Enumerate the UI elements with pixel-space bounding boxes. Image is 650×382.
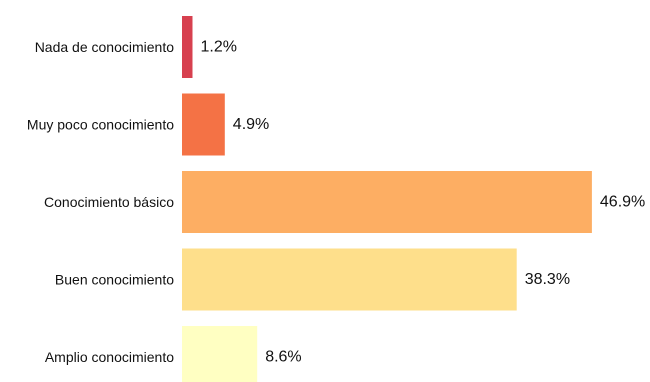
- category-label-muy-poco-conocimiento: Muy poco conocimiento: [27, 117, 174, 133]
- category-label-nada-de-conocimiento: Nada de conocimiento: [35, 39, 175, 55]
- value-label-nada-de-conocimiento: 1.2%: [201, 39, 237, 56]
- value-label-buen-conocimiento: 38.3%: [525, 271, 570, 288]
- category-label-conocimiento-basico: Conocimiento básico: [44, 194, 174, 210]
- bar-muy-poco-conocimiento: [182, 93, 225, 156]
- bars-layer: [182, 16, 592, 382]
- category-labels-layer: Nada de conocimiento Muy poco conocimient…: [27, 39, 174, 365]
- value-label-conocimiento-basico: 46.9%: [600, 194, 645, 211]
- value-label-muy-poco-conocimiento: 4.9%: [233, 116, 269, 133]
- value-label-amplio-conocimiento: 8.6%: [265, 349, 301, 366]
- bar-amplio-conocimiento: [182, 326, 258, 382]
- value-labels-layer: 1.2% 4.9% 46.9% 38.3% 8.6%: [201, 39, 646, 366]
- category-label-buen-conocimiento: Buen conocimiento: [55, 272, 174, 288]
- category-label-amplio-conocimiento: Amplio conocimiento: [45, 349, 174, 365]
- bar-nada-de-conocimiento: [182, 16, 193, 78]
- bar-conocimiento-basico: [182, 171, 592, 233]
- bar-buen-conocimiento: [182, 248, 517, 311]
